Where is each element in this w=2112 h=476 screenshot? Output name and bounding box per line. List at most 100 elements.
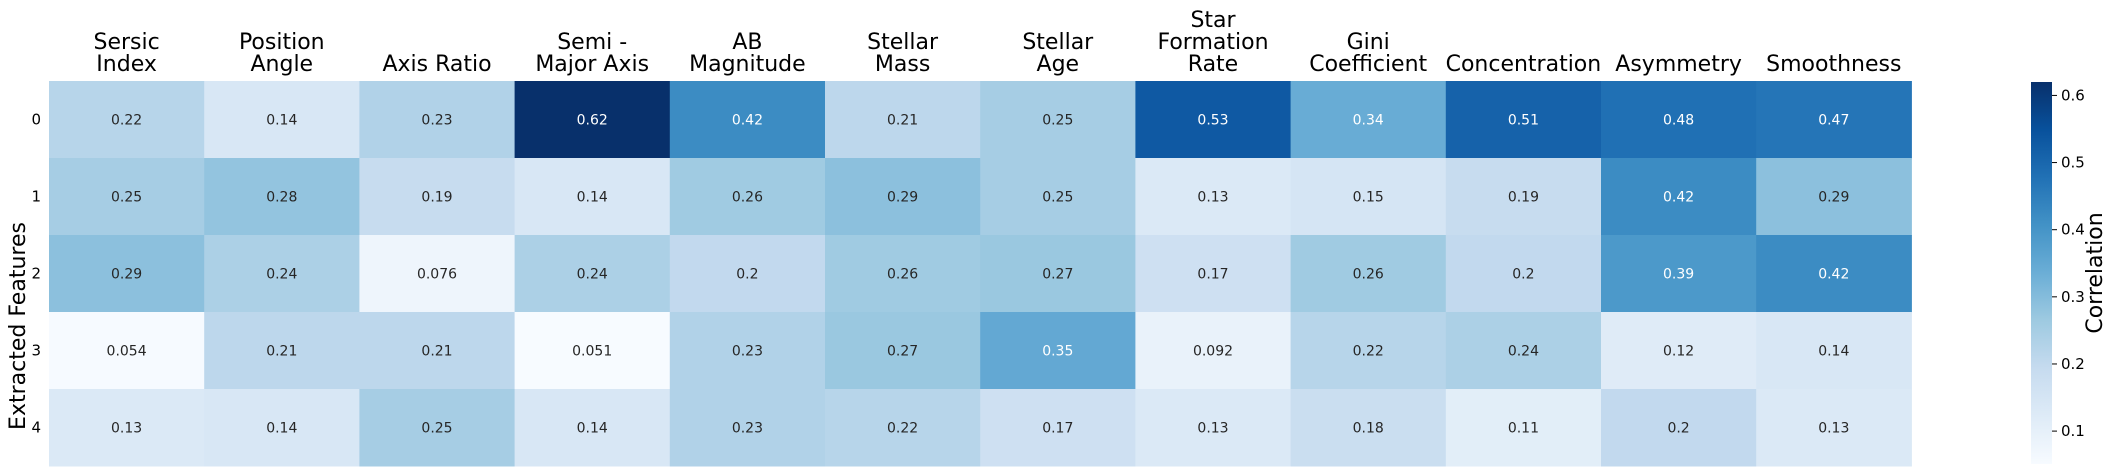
heatmap-cell (669, 312, 826, 390)
cell-value-label: 0.21 (266, 344, 297, 360)
cell-value-label: 0.14 (577, 190, 608, 206)
heatmap-cell (359, 235, 516, 313)
heatmap-cell (359, 158, 516, 236)
heatmap-cell (1290, 81, 1447, 159)
column-label: Stellar Age (1022, 30, 1094, 77)
cell-value-label: 0.29 (887, 190, 918, 206)
heatmap-cell (514, 158, 671, 236)
cell-value-label: 0.23 (421, 113, 452, 129)
cell-value-label: 0.26 (887, 267, 918, 283)
heatmap-cell (204, 235, 360, 313)
heatmap-cell (204, 312, 360, 390)
colorbar-ticks: 0.1 0.2 0.3 0.4 0.5 0.6 (2052, 86, 2085, 440)
heatmap-cell (1601, 158, 1757, 236)
heatmap-cell (1756, 389, 1912, 467)
heatmap-cell (1135, 312, 1292, 390)
column-label: Stellar Mass (867, 30, 939, 77)
cell-value-label: 0.27 (1042, 267, 1073, 283)
row-label: 0 (31, 111, 41, 129)
heatmap-cell (204, 81, 360, 159)
cell-value-label: 0.14 (1818, 344, 1849, 360)
colorbar-tick-label: 0.1 (2061, 422, 2085, 440)
cell-value-label: 0.34 (1353, 113, 1384, 129)
column-label: Asymmetry (1615, 52, 1742, 77)
cell-value-label: 0.19 (1508, 190, 1539, 206)
heatmap-cell (1290, 389, 1447, 467)
colorbar-tick-label: 0.2 (2061, 355, 2085, 373)
colorbar-label: Correlation (2083, 212, 2108, 333)
cell-value-label: 0.19 (421, 190, 452, 206)
cell-value-label: 0.25 (1042, 113, 1073, 129)
heatmap-cell (980, 158, 1136, 236)
cell-value-label: 0.076 (417, 267, 457, 283)
heatmap-cell (1601, 312, 1757, 390)
cell-value-label: 0.13 (1197, 421, 1228, 437)
cell-value-label: 0.25 (1042, 190, 1073, 206)
row-label: 4 (31, 419, 41, 437)
cell-value-label: 0.17 (1197, 267, 1228, 283)
heatmap-cell (1290, 235, 1447, 313)
cell-value-label: 0.53 (1197, 113, 1228, 129)
colorbar: 0.1 0.2 0.3 0.4 0.5 0.6 Correlation (2031, 82, 2108, 464)
cell-value-label: 0.22 (1353, 344, 1384, 360)
cell-value-label: 0.22 (887, 421, 918, 437)
cell-value-label: 0.2 (1512, 267, 1534, 283)
heatmap-cell (1135, 235, 1292, 313)
heatmap-cell (1445, 389, 1602, 467)
heatmap-cell (49, 158, 205, 236)
heatmap-cell (980, 312, 1136, 390)
cell-value-label: 0.14 (577, 421, 608, 437)
column-labels: Sersic Index Position Angle Axis Ratio Semi -… (93, 8, 1901, 77)
cell-value-label: 0.2 (1667, 421, 1689, 437)
heatmap-cell (825, 81, 981, 159)
heatmap-cell (49, 312, 205, 390)
heatmap-cell (49, 235, 205, 313)
heatmap-cell (1601, 235, 1757, 313)
cell-value-label: 0.29 (1818, 190, 1849, 206)
cell-value-label: 0.18 (1353, 421, 1384, 437)
heatmap-cell (669, 235, 826, 313)
column-label: Star Formation Rate (1157, 8, 1268, 77)
colorbar-gradient (2031, 82, 2052, 464)
heatmap-cell (204, 389, 360, 467)
column-label: Position Angle (239, 30, 325, 77)
heatmap-cell (1756, 81, 1912, 159)
cell-value-label: 0.21 (887, 113, 918, 129)
heatmap-cell (980, 81, 1136, 159)
cell-value-label: 0.48 (1663, 113, 1694, 129)
row-label: 2 (31, 265, 41, 283)
colorbar-tick-label: 0.4 (2061, 221, 2085, 239)
heatmap-cell (514, 235, 671, 313)
cell-value-label: 0.51 (1508, 113, 1539, 129)
heatmap-cell (1135, 158, 1292, 236)
cell-value-label: 0.17 (1042, 421, 1073, 437)
cell-value-label: 0.23 (732, 421, 763, 437)
cell-value-label: 0.051 (572, 344, 612, 360)
heatmap-cell (1290, 312, 1447, 390)
heatmap-cell (825, 235, 981, 313)
heatmap-cell (514, 389, 671, 467)
heatmap-cell (825, 158, 981, 236)
heatmap-cell (359, 389, 516, 467)
heatmap-cell (1756, 158, 1912, 236)
heatmap-cell (1756, 235, 1912, 313)
heatmap-cell (1445, 158, 1602, 236)
heatmap-cell (1445, 81, 1602, 159)
heatmap-cell (825, 312, 981, 390)
cell-value-label: 0.25 (421, 421, 452, 437)
column-label: Sersic Index (93, 30, 159, 77)
heatmap-cell (1601, 81, 1757, 159)
colorbar-tick-label: 0.3 (2061, 288, 2085, 306)
row-label: 1 (31, 188, 41, 206)
cell-value-label: 0.054 (107, 344, 147, 360)
heatmap-cell (359, 312, 516, 390)
cell-value-label: 0.42 (1818, 267, 1849, 283)
column-label: AB Magnitude (689, 30, 806, 77)
cell-value-label: 0.12 (1663, 344, 1694, 360)
column-label: Gini Coefficient (1309, 30, 1427, 77)
heatmap-cell (1445, 235, 1602, 313)
cell-value-label: 0.26 (1353, 267, 1384, 283)
column-label: Axis Ratio (382, 52, 491, 77)
heatmap-cell (1756, 312, 1912, 390)
